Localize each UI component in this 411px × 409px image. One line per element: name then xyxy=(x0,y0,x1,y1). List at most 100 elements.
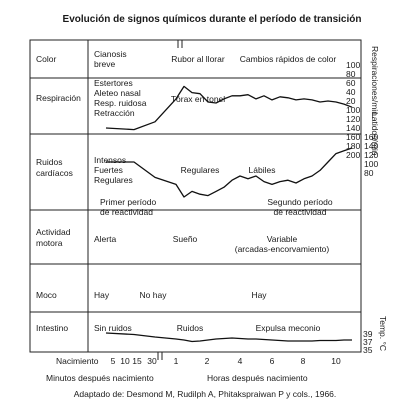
row-label-activity-line-1: Actividad xyxy=(36,227,71,237)
annotation-15: Hay xyxy=(251,290,267,300)
annotation-8-line: de reactividad xyxy=(100,207,153,217)
resp-tick: 160 xyxy=(346,132,360,142)
x-tick-hours: 10 xyxy=(331,356,341,366)
chart-caption: Adaptado de: Desmond M, Rudilph A, Phita… xyxy=(74,389,337,399)
annotation-3: Estertores Aleteo nasal Resp. ruidosa Retra… xyxy=(94,78,147,118)
annotation-18: Expulsa meconio xyxy=(256,323,321,333)
annotation-12-line: Variable xyxy=(267,234,298,244)
x-tick-hours: 1 xyxy=(174,356,179,366)
resp-tick: 100 xyxy=(346,105,360,115)
annotation-3-line: Aleteo nasal xyxy=(94,88,141,98)
annotation-0-line: breve xyxy=(94,59,116,69)
series-line-1 xyxy=(106,147,353,198)
resp-tick: 80 xyxy=(346,69,356,79)
resp-tick: 100 xyxy=(346,60,360,70)
annotation-9: Segundo período de reactividad xyxy=(267,197,332,217)
annotation-6: Regulares xyxy=(181,165,220,175)
x-origin-label: Nacimiento xyxy=(56,356,99,366)
resp-tick: 40 xyxy=(346,87,356,97)
x-tick-minutes: 5 xyxy=(111,356,116,366)
annotation-11-line: Sueño xyxy=(173,234,198,244)
annotation-18-line: Expulsa meconio xyxy=(256,323,321,333)
annotation-12: Variable (arcadas-encorvamiento) xyxy=(235,234,330,254)
annotation-1-line: Rubor al llorar xyxy=(171,54,225,64)
annotation-4-line: Tórax en tonel xyxy=(171,94,225,104)
heart-tick: 140 xyxy=(364,141,378,151)
annotation-5-line: Intensos xyxy=(94,155,126,165)
annotation-6-line: Regulares xyxy=(181,165,220,175)
resp-axis-label: Respiraciones/min. xyxy=(370,46,380,118)
annotation-12-line: (arcadas-encorvamiento) xyxy=(235,244,330,254)
annotation-3-line: Retracción xyxy=(94,108,135,118)
row-label-heart: Ruidos cardíacos xyxy=(36,157,73,178)
annotation-8-line: Primer período xyxy=(100,197,156,207)
temp-tick: 37 xyxy=(363,337,373,347)
annotation-16-line: Sin ruidos xyxy=(94,323,132,333)
annotation-11: Sueño xyxy=(173,234,198,244)
frame-border xyxy=(29,39,362,353)
annotation-17-line: Ruidos xyxy=(177,323,203,333)
annotation-14: No hay xyxy=(140,290,168,300)
chart-frame xyxy=(29,39,362,360)
annotation-10: Alerta xyxy=(94,234,116,244)
x-tick-hours: 2 xyxy=(205,356,210,366)
annotation-4: Tórax en tonel xyxy=(171,94,225,104)
annotation-3-line: Estertores xyxy=(94,78,133,88)
row-label-activity: Actividad motora xyxy=(36,227,73,248)
row-label-activity-line-2: motora xyxy=(36,238,63,248)
annotation-7-line: Lábiles xyxy=(249,165,276,175)
annotation-13-line: Hay xyxy=(94,290,110,300)
annotation-0-line: Cianosis xyxy=(94,49,127,59)
annotation-10-line: Alerta xyxy=(94,234,116,244)
x-tick-hours: 4 xyxy=(238,356,243,366)
annotation-8: Primer período de reactividad xyxy=(100,197,156,217)
heart-axis-label: Latidos/min. xyxy=(370,112,380,158)
annotation-0: Cianosis breve xyxy=(94,49,127,69)
annotation-15-line: Hay xyxy=(251,290,267,300)
heart-tick: 80 xyxy=(364,168,374,178)
annotation-13: Hay xyxy=(94,290,110,300)
annotation-16: Sin ruidos xyxy=(94,323,132,333)
temp-axis-label: Temp. °C xyxy=(378,316,388,351)
series-line-2 xyxy=(105,332,352,343)
temp-tick: 39 xyxy=(363,329,373,339)
row-label-bowel: Intestino xyxy=(36,323,68,333)
x-tick-hours: 8 xyxy=(301,356,306,366)
series-line-0 xyxy=(105,85,353,131)
row-label-respiration: Respiración xyxy=(36,93,81,103)
heart-tick: 120 xyxy=(364,150,378,160)
annotation-14-line: No hay xyxy=(140,290,168,300)
resp-tick: 120 xyxy=(346,114,360,124)
series-layer xyxy=(105,85,353,343)
annotation-7: Lábiles xyxy=(249,165,276,175)
x-tick-minutes: 30 xyxy=(147,356,157,366)
temp-tick: 35 xyxy=(363,345,373,355)
annotation-2: Cambios rápidos de color xyxy=(240,54,337,64)
resp-tick: 140 xyxy=(346,123,360,133)
annotation-5-line: Regulares xyxy=(94,175,133,185)
x-minutes-label: Minutos después nacimiento xyxy=(46,373,154,383)
annotation-2-line: Cambios rápidos de color xyxy=(240,54,337,64)
annotation-5-line: Fuertes xyxy=(94,165,123,175)
row-label-mucus: Moco xyxy=(36,290,57,300)
x-tick-minutes: 15 xyxy=(132,356,142,366)
row-label-heart-line-1: Ruidos xyxy=(36,157,62,167)
heart-tick: 100 xyxy=(364,159,378,169)
heart-tick: 160 xyxy=(364,132,378,142)
row-label-heart-line-2: cardíacos xyxy=(36,168,73,178)
annotation-1: Rubor al llorar xyxy=(171,54,225,64)
annotation-9-line: de reactividad xyxy=(274,207,327,217)
resp-tick: 60 xyxy=(346,78,356,88)
row-label-color: Color xyxy=(36,54,56,64)
x-hours-label: Horas después nacimiento xyxy=(207,373,308,383)
resp-tick: 180 xyxy=(346,141,360,151)
x-tick-minutes: 10 xyxy=(120,356,130,366)
right-axes: 10080604020100120140160180200Respiracion… xyxy=(346,46,388,355)
resp-tick: 20 xyxy=(346,96,356,106)
x-tick-hours: 6 xyxy=(270,356,275,366)
annotation-17: Ruidos xyxy=(177,323,203,333)
chart-title: Evolución de signos químicos durante el … xyxy=(63,14,362,25)
annotation-5: Intensos Fuertes Regulares xyxy=(94,155,133,185)
